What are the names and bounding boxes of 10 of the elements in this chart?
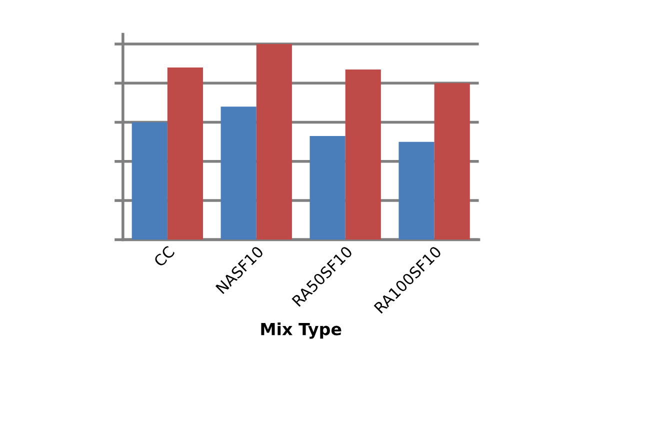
x-tick-label: CC [153, 245, 176, 268]
bar [132, 122, 168, 240]
x-axis-title: Mix Type [261, 322, 342, 339]
bar [220, 106, 256, 240]
bar [434, 83, 470, 240]
bar [167, 68, 203, 240]
bar [310, 136, 346, 240]
bar [256, 44, 292, 240]
bar [398, 142, 434, 240]
bar [345, 69, 381, 240]
